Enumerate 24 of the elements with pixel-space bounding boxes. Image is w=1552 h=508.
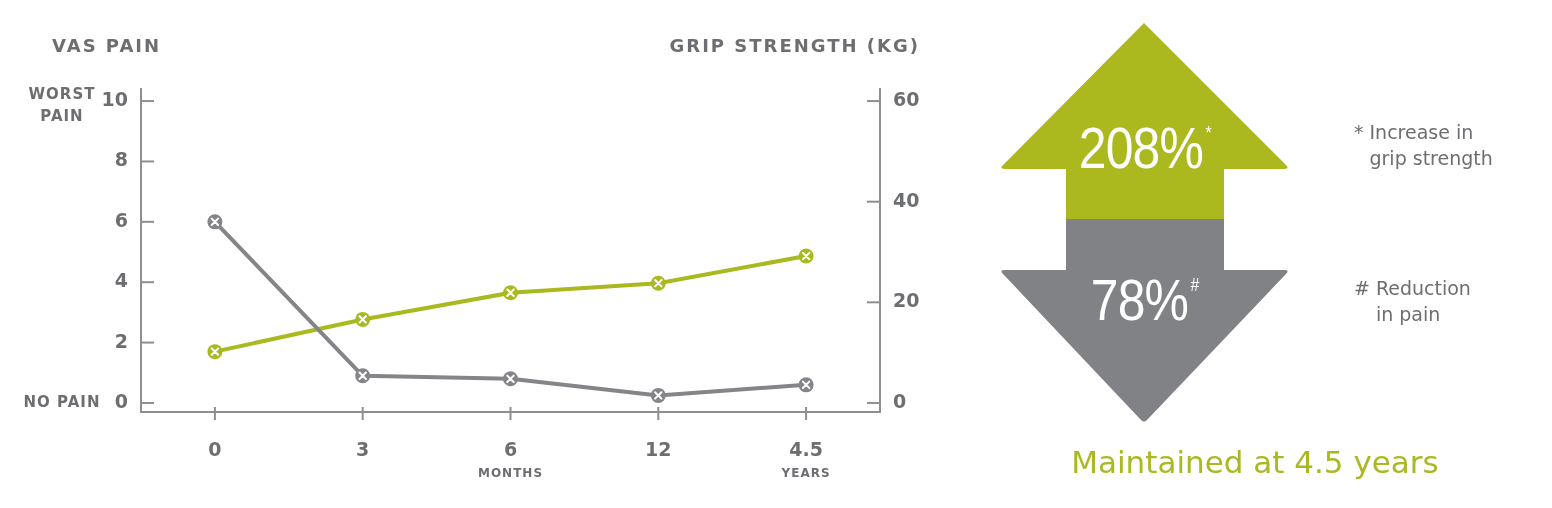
y-tick-label: 4 (114, 269, 128, 292)
y-tick-label: 2 (114, 329, 128, 352)
y-tick-label: 10 (101, 88, 128, 111)
y2-tick-label: 60 (893, 88, 920, 111)
x-tick-label: 0 (208, 437, 222, 460)
text: Maintained at 4.5 years (1070, 444, 1440, 480)
y2-axis-title: GRIP STRENGTH (KG) (669, 34, 920, 56)
x-tick-label: 12 (645, 437, 672, 460)
text: NO PAIN (23, 392, 101, 411)
text: # Reduction in pain (1354, 276, 1471, 327)
y-tick-label: 0 (114, 389, 128, 412)
text: * Increase in grip strength (1354, 120, 1493, 171)
text: WORST PAIN (28, 84, 96, 125)
y-tick-label: 8 (114, 148, 128, 171)
y-tick-label: 6 (114, 208, 128, 231)
text: 78%$^{#}$ (1090, 267, 1199, 334)
x-tick-label: 6 MONTHS (477, 437, 544, 481)
text: 208%$^{*}$ (1078, 115, 1211, 182)
x-tick-label: 3 (356, 437, 370, 460)
y2-tick-label: 0 (893, 389, 907, 412)
y-axis-title: VAS PAIN (52, 34, 162, 56)
y2-tick-label: 40 (893, 188, 920, 211)
x-tick-label: 4.5 YEARS (780, 437, 831, 481)
y2-tick-label: 20 (893, 289, 920, 312)
